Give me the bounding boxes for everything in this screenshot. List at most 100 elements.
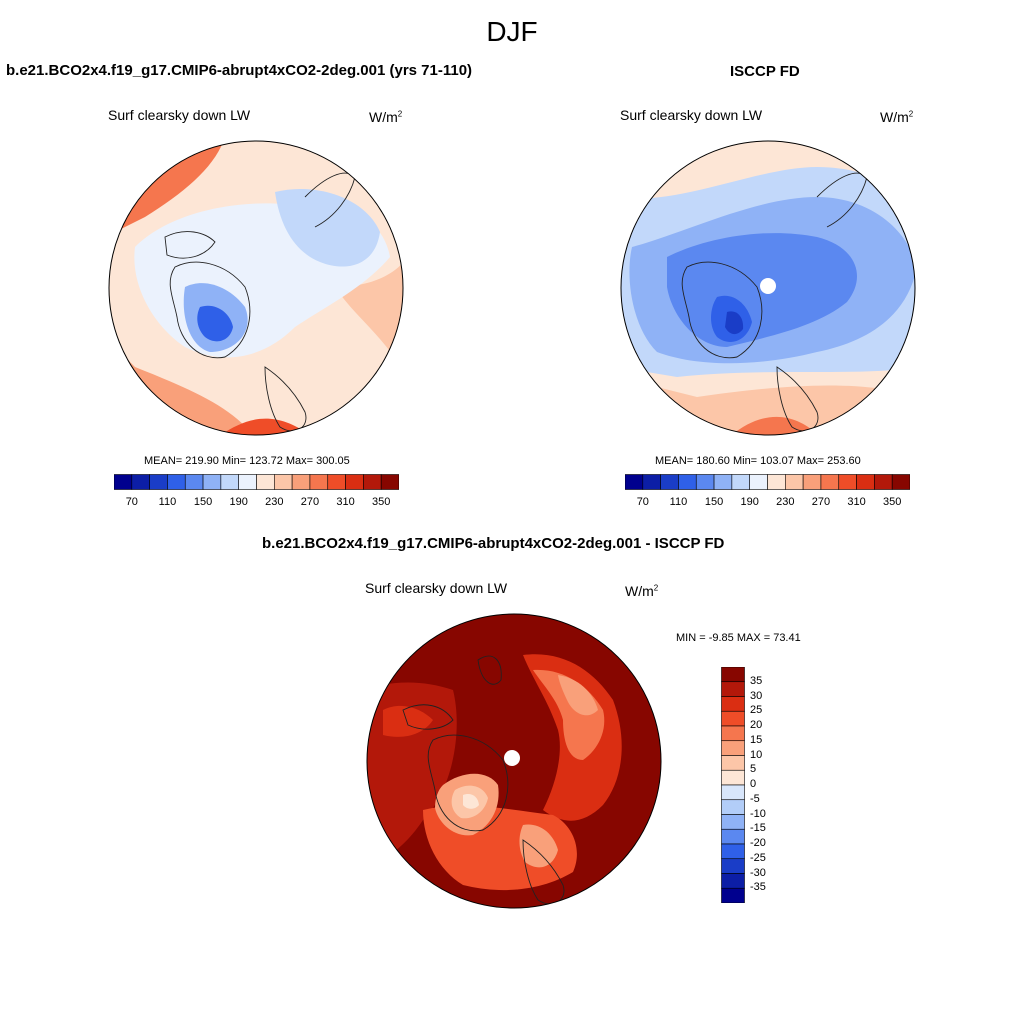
colorbar-swatch	[856, 474, 875, 490]
colorbar-swatch	[838, 474, 857, 490]
units-label-model: W/m2	[369, 109, 403, 125]
colorbar-swatch	[721, 799, 745, 815]
variable-label-obs: Surf clearsky down LW	[620, 107, 763, 123]
colorbar-tick-label: 15	[750, 733, 763, 746]
colorbar-swatch	[238, 474, 257, 490]
colorbar-tick-label: 310	[336, 496, 355, 508]
coastline	[164, 231, 216, 259]
coastline	[477, 655, 502, 685]
colorbar-swatch	[327, 474, 346, 490]
colorbar-swatch	[695, 474, 715, 490]
colorbar-swatch	[149, 474, 168, 490]
colorbar-tick-label: 150	[704, 496, 724, 508]
colorbar-swatch	[114, 474, 133, 490]
colorbar-swatch	[721, 843, 745, 860]
polar-map-obs	[620, 140, 916, 436]
coastline	[427, 734, 509, 832]
colorbar-tick-label: 25	[750, 704, 763, 717]
diff-region-fill	[519, 824, 558, 868]
colorbar-labels-diff: 35 30 25 20 15 10 5 0 -5 -10 -15 -20 -25 -30 -35	[750, 667, 790, 903]
stats-label-model: MEAN= 219.90 Min= 123.72 Max= 300.05	[144, 455, 350, 467]
colorbar-swatch	[721, 755, 745, 771]
colorbar-swatch	[380, 474, 399, 490]
colorbar-tick-label: 110	[669, 496, 688, 508]
colorbar-tick-label: 270	[300, 496, 320, 508]
colorbar-tick-label: 5	[750, 763, 757, 776]
colorbar-swatch	[131, 474, 150, 490]
map-boundary	[108, 140, 404, 436]
panel-title-diff: b.e21.BCO2x4.f19_g17.CMIP6-abrupt4xCO2-2…	[262, 535, 725, 552]
colorbar-tick-label: -15	[750, 822, 766, 835]
colorbar-swatch	[291, 474, 311, 490]
colorbar-tick-label: 310	[847, 496, 866, 508]
missing-data-pole	[760, 278, 776, 294]
colorbar-swatch	[767, 474, 786, 490]
colorbar-swatch	[660, 474, 679, 490]
colorbar-swatch	[256, 474, 275, 490]
colorbar-tick-label: 10	[750, 748, 763, 761]
variable-label-diff: Surf clearsky down LW	[365, 580, 508, 596]
colorbar-swatch	[721, 873, 745, 889]
colorbar-swatch	[721, 814, 745, 830]
colorbar-swatch	[721, 858, 745, 874]
missing-data-pole	[504, 750, 520, 766]
units-label-obs: W/m2	[880, 109, 914, 125]
colorbar-swatch	[721, 667, 745, 683]
colorbar-swatch	[785, 474, 804, 490]
colorbar-swatch	[678, 474, 697, 490]
colorbar-tick-label: 350	[883, 496, 902, 508]
colorbar-swatch	[202, 474, 222, 490]
colorbar-tick-label: 20	[750, 719, 763, 731]
colorbar-swatch	[749, 474, 768, 490]
colorbar-tick-label: 30	[750, 689, 763, 702]
colorbar-diff	[721, 667, 745, 903]
colorbar-swatch	[220, 474, 239, 490]
cool-region-fill	[275, 188, 380, 267]
colorbar-swatch	[721, 769, 745, 786]
colorbar-labels-obs: 70 110 150 190 230 270 310 350	[625, 496, 910, 510]
cool-region-fill	[725, 311, 744, 335]
colorbar-obs	[625, 474, 910, 490]
diff-region-fill	[558, 675, 598, 716]
colorbar-swatch	[642, 474, 661, 490]
stats-label-obs: MEAN= 180.60 Min= 103.07 Max= 253.60	[655, 455, 861, 467]
colorbar-tick-label: 270	[811, 496, 831, 508]
colorbar-swatch	[721, 828, 745, 845]
colorbar-tick-label: -25	[750, 851, 766, 864]
panel-title-model: b.e21.BCO2x4.f19_g17.CMIP6-abrupt4xCO2-2…	[6, 62, 473, 79]
colorbar-swatch	[167, 474, 186, 490]
coastline	[402, 704, 454, 730]
units-label-diff: W/m2	[625, 583, 659, 599]
colorbar-swatch	[721, 681, 745, 697]
colorbar-swatch	[713, 474, 733, 490]
colorbar-labels-model: 70 110 150 190 230 270 310 350	[114, 496, 399, 510]
panel-title-obs: ISCCP FD	[730, 63, 800, 80]
main-title: DJF	[486, 16, 538, 47]
polar-map-diff	[366, 613, 662, 909]
colorbar-tick-label: 350	[372, 496, 391, 508]
colorbar-tick-label: 190	[229, 496, 248, 508]
colorbar-model	[114, 474, 399, 490]
colorbar-tick-label: 150	[193, 496, 213, 508]
stats-label-diff: MIN = -9.85 MAX = 73.41	[676, 632, 801, 644]
colorbar-swatch	[363, 474, 382, 490]
coastline	[681, 261, 763, 359]
coastline	[169, 261, 251, 359]
colorbar-tick-label: 190	[740, 496, 759, 508]
colorbar-tick-label: 110	[158, 496, 177, 508]
cool-region-fill	[197, 305, 233, 342]
colorbar-swatch	[891, 474, 910, 490]
colorbar-swatch	[345, 474, 364, 490]
colorbar-swatch	[802, 474, 822, 490]
colorbar-swatch	[274, 474, 293, 490]
colorbar-tick-label: -30	[750, 866, 766, 879]
diff-region-fill	[463, 794, 479, 809]
colorbar-swatch	[721, 784, 745, 801]
colorbar-tick-label: 230	[776, 496, 795, 508]
colorbar-swatch	[184, 474, 204, 490]
variable-label-model: Surf clearsky down LW	[108, 107, 251, 123]
colorbar-swatch	[721, 696, 745, 712]
colorbar-tick-label: 0	[750, 778, 757, 790]
colorbar-swatch	[625, 474, 644, 490]
colorbar-tick-label: 230	[265, 496, 284, 508]
